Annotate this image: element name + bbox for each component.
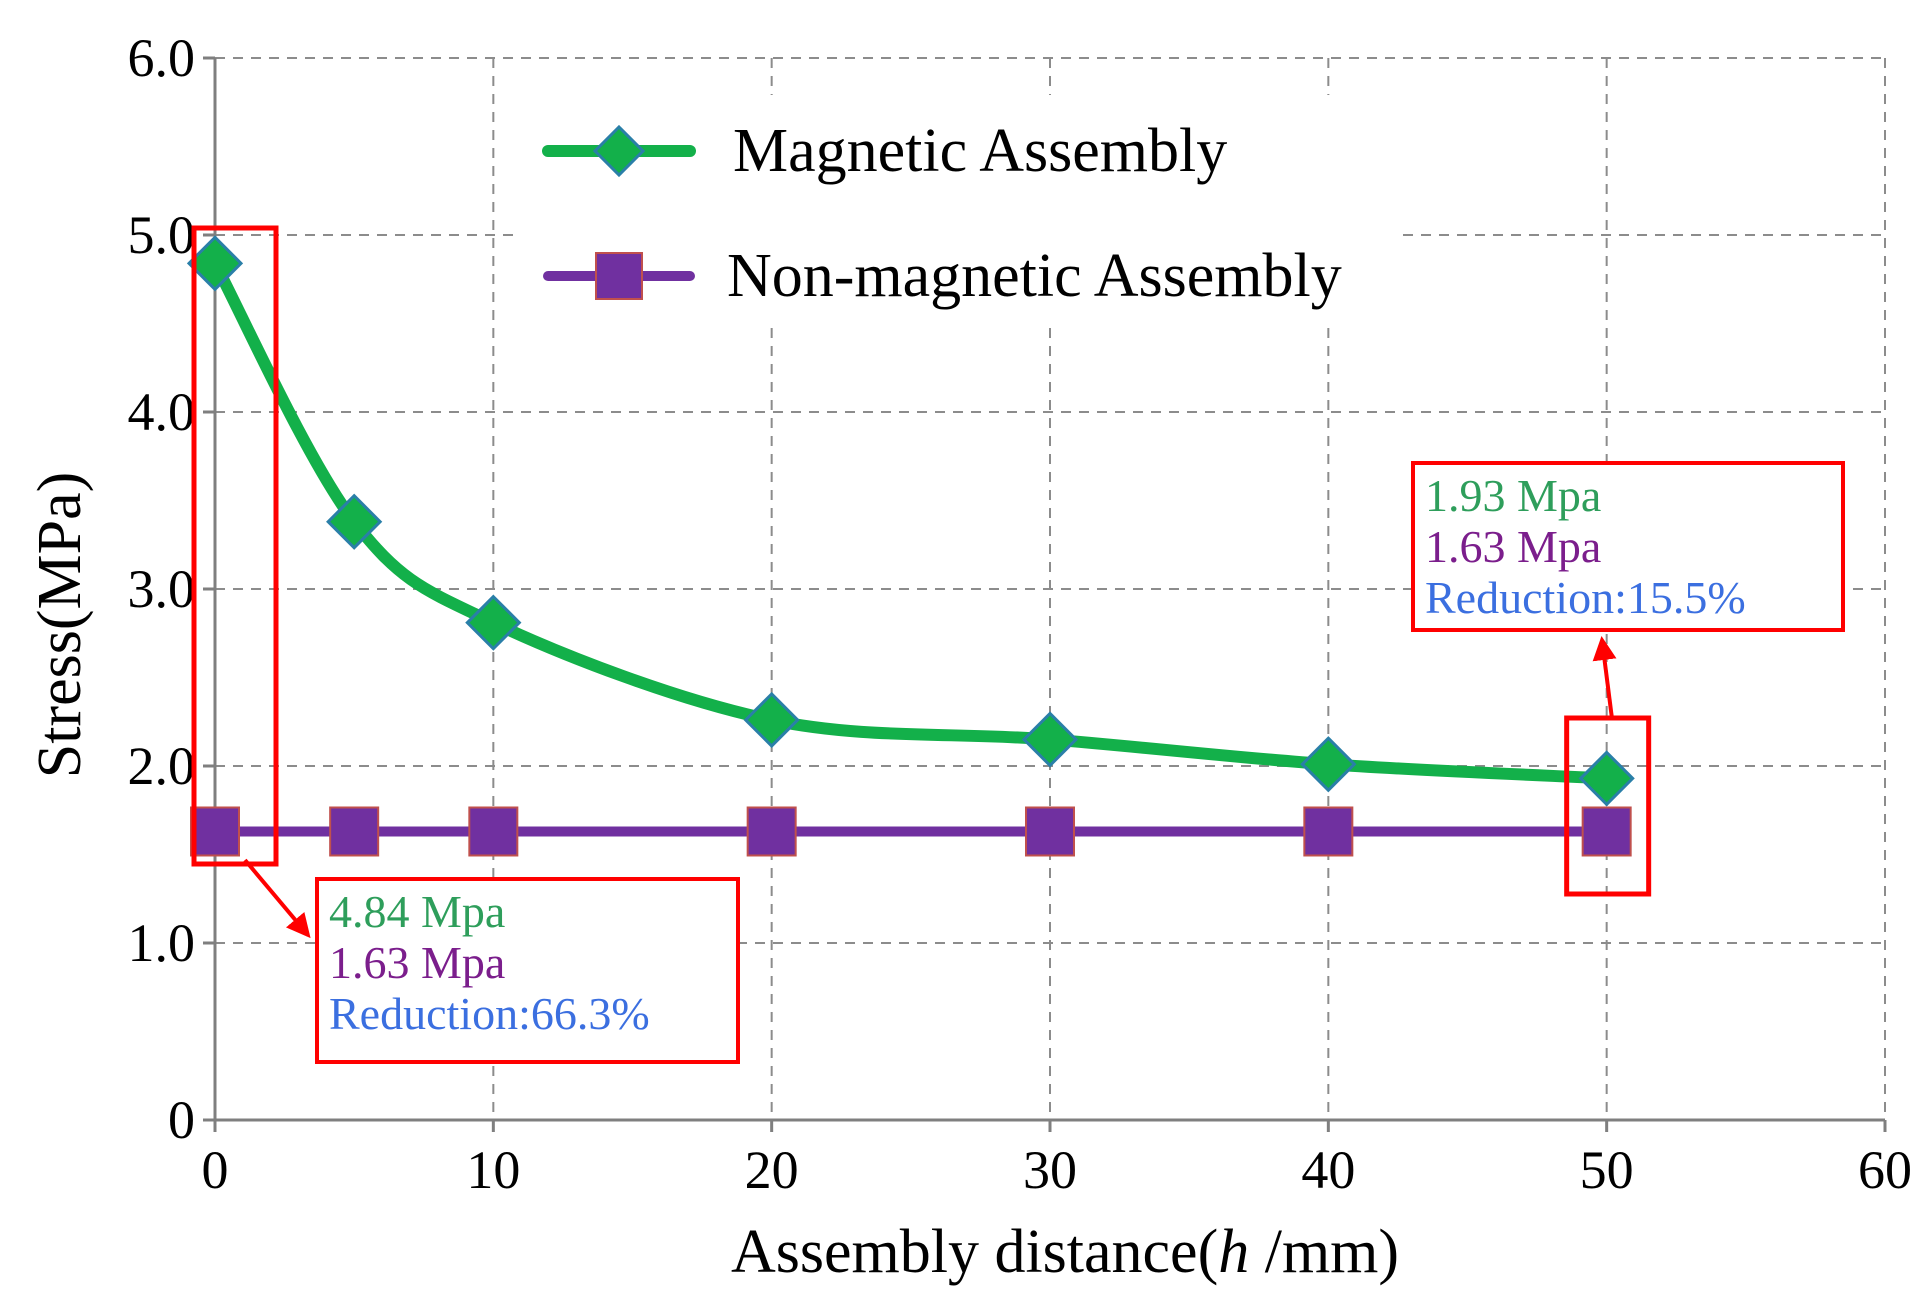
legend-label-non-magnetic: Non-magnetic Assembly (727, 242, 1342, 310)
data-point-magnetic (743, 691, 800, 749)
annotation-arrow-right (1592, 636, 1617, 717)
data-point-non-magnetic (1303, 806, 1354, 857)
annotation-nonmagnetic-value-right: 1.63 Mpa (1425, 521, 1601, 572)
x-tick-label: 10 (466, 1140, 520, 1200)
x-tick-label: 40 (1301, 1140, 1355, 1200)
data-point-magnetic (1300, 736, 1357, 793)
data-point-non-magnetic (190, 806, 240, 857)
data-point-magnetic (1578, 750, 1635, 807)
y-tick-label: 1.0 (128, 913, 196, 973)
annotation-box-left (315, 877, 740, 1064)
y-tick-label: 2.0 (128, 736, 196, 796)
y-tick-label: 6.0 (128, 28, 196, 88)
y-tick-label: 4.0 (128, 382, 196, 442)
x-axis-title-suffix: /mm) (1249, 1218, 1399, 1286)
data-point-magnetic (1021, 711, 1079, 768)
series-line-magnetic (209, 257, 1613, 785)
annotation-reduction-right: Reduction:15.5% (1425, 572, 1746, 623)
annotation-arrow-left (243, 858, 311, 939)
x-tick-label: 50 (1580, 1140, 1634, 1200)
annotation-reduction-left: Reduction:66.3% (329, 988, 650, 1039)
axes (203, 56, 1887, 1132)
annotation-box-right (1411, 461, 1845, 632)
x-axis-title: Assembly distance(h /mm) (731, 1218, 1399, 1286)
legend-marker-magnetic (592, 124, 646, 178)
data-point-non-magnetic (746, 806, 797, 857)
x-axis-title-prefix: Assembly distance( (731, 1218, 1218, 1286)
data-point-magnetic (465, 594, 522, 651)
x-axis-title-variable: h (1218, 1218, 1249, 1286)
data-point-non-magnetic (329, 806, 380, 857)
annotation-nonmagnetic-value-left: 1.63 Mpa (329, 937, 505, 988)
y-tick-label: 3.0 (128, 559, 196, 619)
series (186, 235, 1635, 857)
x-tick-label: 60 (1858, 1140, 1912, 1200)
y-axis-title: Stress(MPa) (26, 472, 94, 779)
data-point-non-magnetic (1581, 806, 1632, 857)
x-tick-label: 20 (745, 1140, 799, 1200)
legend: Magnetic Assembly Non-magnetic Assembly (520, 95, 1400, 325)
x-tick-label: 30 (1023, 1140, 1077, 1200)
legend-label-magnetic: Magnetic Assembly (733, 117, 1227, 185)
y-tick-label: 0 (168, 1090, 195, 1150)
data-point-non-magnetic (1025, 806, 1075, 857)
data-point-magnetic (186, 235, 244, 292)
legend-marker-non-magnetic (595, 252, 643, 300)
data-point-non-magnetic (468, 806, 519, 857)
annotation-magnetic-value-left: 4.84 Mpa (329, 886, 505, 937)
tick-labels: 0 10 20 30 40 50 60 0 1.0 2.0 3.0 4.0 5.0 6.0 (128, 28, 1913, 1200)
highlight-box-left (191, 225, 279, 867)
highlight-box-right (1564, 715, 1652, 897)
legend-background (520, 95, 1400, 325)
y-tick-label: 5.0 (128, 205, 196, 265)
x-tick-label: 0 (202, 1140, 229, 1200)
data-point-magnetic (326, 493, 383, 550)
annotation-magnetic-value-right: 1.93 Mpa (1425, 470, 1601, 521)
